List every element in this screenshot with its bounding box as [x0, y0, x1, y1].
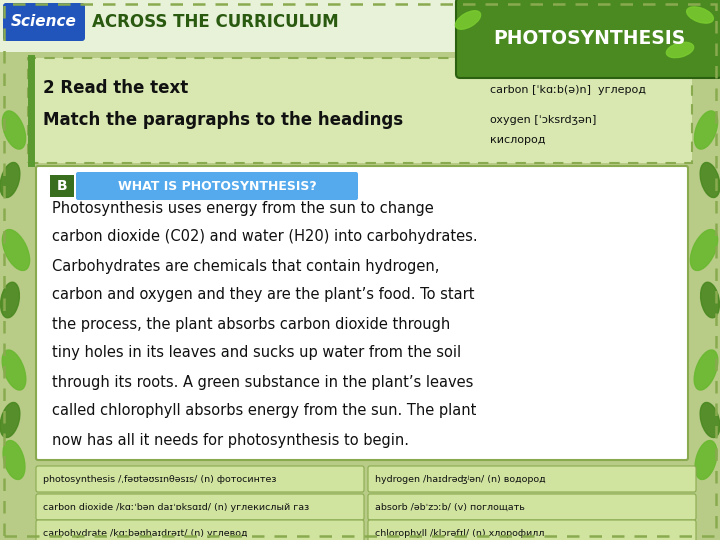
Text: the process, the plant absorbs carbon dioxide through: the process, the plant absorbs carbon di…	[52, 316, 450, 332]
Ellipse shape	[0, 163, 20, 198]
Text: tiny holes in its leaves and sucks up water from the soil: tiny holes in its leaves and sucks up wa…	[52, 346, 461, 361]
Text: hydrogen /haɪdrəʤʲən/ (n) водород: hydrogen /haɪdrəʤʲən/ (n) водород	[375, 475, 546, 483]
Text: chlorophyll /klɔrəfɪl/ (n) хлорофилл: chlorophyll /klɔrəfɪl/ (n) хлорофилл	[375, 529, 544, 537]
Text: through its roots. A green substance in the plant’s leaves: through its roots. A green substance in …	[52, 375, 473, 389]
Ellipse shape	[700, 163, 720, 198]
FancyBboxPatch shape	[28, 58, 692, 163]
Ellipse shape	[0, 402, 20, 437]
Text: photosynthesis /ˌfəʊtəʊsɪnθəsɪs/ (n) фотосинтез: photosynthesis /ˌfəʊtəʊsɪnθəsɪs/ (n) фот…	[43, 475, 276, 483]
Text: Carbohydrates are chemicals that contain hydrogen,: Carbohydrates are chemicals that contain…	[52, 259, 439, 273]
Text: 2 Read the text: 2 Read the text	[43, 79, 188, 97]
FancyBboxPatch shape	[36, 494, 364, 520]
Text: Photosynthesis uses energy from the sun to change: Photosynthesis uses energy from the sun …	[52, 200, 433, 215]
Ellipse shape	[2, 230, 30, 271]
FancyBboxPatch shape	[3, 3, 85, 41]
Text: B: B	[57, 179, 67, 193]
Text: PHOTOSYNTHESIS: PHOTOSYNTHESIS	[493, 29, 685, 48]
Text: WHAT IS PHOTOSYNTHESIS?: WHAT IS PHOTOSYNTHESIS?	[117, 179, 316, 192]
FancyBboxPatch shape	[368, 466, 696, 492]
Text: called chlorophyll absorbs energy from the sun. The plant: called chlorophyll absorbs energy from t…	[52, 403, 477, 418]
Text: ACROSS THE CURRICULUM: ACROSS THE CURRICULUM	[92, 13, 338, 31]
Ellipse shape	[695, 441, 717, 480]
Bar	[50, 175, 74, 197]
Ellipse shape	[694, 350, 718, 390]
Text: now has all it needs for photosynthesis to begin.: now has all it needs for photosynthesis …	[52, 433, 409, 448]
Ellipse shape	[2, 111, 26, 149]
FancyBboxPatch shape	[36, 520, 364, 540]
FancyBboxPatch shape	[368, 520, 696, 540]
FancyBboxPatch shape	[36, 166, 688, 460]
Ellipse shape	[3, 441, 25, 480]
Text: absorb /əbˈzɔːb/ (v) поглощать: absorb /əbˈzɔːb/ (v) поглощать	[375, 503, 525, 511]
Text: carbon and oxygen and they are the plant’s food. To start: carbon and oxygen and they are the plant…	[52, 287, 474, 302]
Text: кислород: кислород	[490, 135, 546, 145]
Ellipse shape	[701, 282, 719, 318]
Ellipse shape	[1, 282, 19, 318]
Text: carbohydrate /kɑːbəʊhaɪdrəɪt/ (n) углевод: carbohydrate /kɑːbəʊhaɪdrəɪt/ (n) углево…	[43, 529, 248, 537]
FancyBboxPatch shape	[456, 0, 720, 78]
FancyBboxPatch shape	[36, 466, 364, 492]
Ellipse shape	[700, 402, 720, 437]
Ellipse shape	[2, 350, 26, 390]
Bar	[0, 0, 720, 52]
FancyBboxPatch shape	[368, 494, 696, 520]
Ellipse shape	[687, 7, 714, 23]
Text: carbon dioxide /kɑːˈbən daɪˈɒksɑɪd/ (n) углекислый газ: carbon dioxide /kɑːˈbən daɪˈɒksɑɪd/ (n) …	[43, 503, 310, 511]
Text: carbon dioxide (C02) and water (H20) into carbohydrates.: carbon dioxide (C02) and water (H20) int…	[52, 230, 477, 245]
Text: oxygen [ˈɔksrdʒən]: oxygen [ˈɔksrdʒən]	[490, 115, 596, 125]
Text: Match the paragraphs to the headings: Match the paragraphs to the headings	[43, 111, 403, 129]
Text: Science: Science	[11, 15, 77, 30]
Ellipse shape	[455, 11, 481, 29]
Ellipse shape	[690, 230, 718, 271]
Ellipse shape	[694, 111, 718, 149]
FancyBboxPatch shape	[76, 172, 358, 200]
Ellipse shape	[666, 42, 693, 58]
Text: carbon [ˈkɑːb(ə)n]  углерод: carbon [ˈkɑːb(ə)n] углерод	[490, 85, 646, 95]
